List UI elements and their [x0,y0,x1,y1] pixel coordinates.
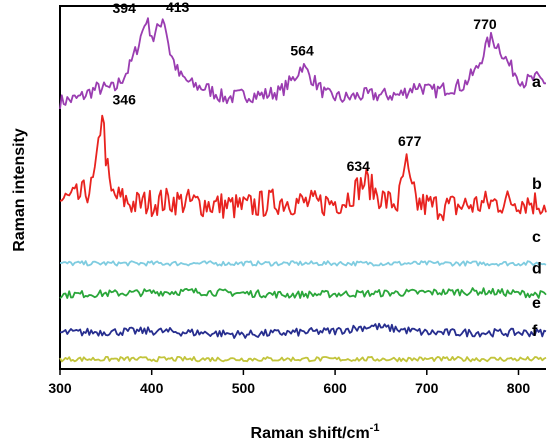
series-tag-d: d [532,260,542,277]
peak-label: 394 [113,0,137,16]
series-line-d [59,287,547,299]
x-axis-label-superscript: -1 [370,422,380,434]
peak-label: 564 [290,42,314,58]
series-line-a [59,17,547,110]
x-tick-label: 800 [507,380,531,396]
x-tick-label: 700 [415,380,439,396]
peak-label: 770 [473,16,497,32]
series-tag-b: b [532,176,542,193]
series-tag-a: a [532,74,541,91]
peak-label: 346 [113,91,137,107]
x-tick-label: 500 [232,380,256,396]
peak-label: 413 [166,0,190,15]
series-tag-c: c [532,229,541,246]
plot-frame [59,5,546,370]
peak-label: 677 [398,133,422,149]
y-axis-label: Raman intensity [11,128,28,252]
x-tick-label: 300 [48,380,72,396]
series-tag-f: f [532,323,538,340]
x-axis-label: Raman shift/cm-1 [251,422,380,442]
series-line-e [59,322,547,339]
series-tag-e: e [532,295,541,312]
series-line-b [59,114,547,222]
x-axis-label-main: Raman shift/cm [251,425,370,442]
series-line-f [59,355,547,363]
x-tick-label: 600 [323,380,347,396]
series-line-c [59,260,547,267]
x-tick-label: 400 [140,380,164,396]
peak-label: 634 [347,158,371,174]
